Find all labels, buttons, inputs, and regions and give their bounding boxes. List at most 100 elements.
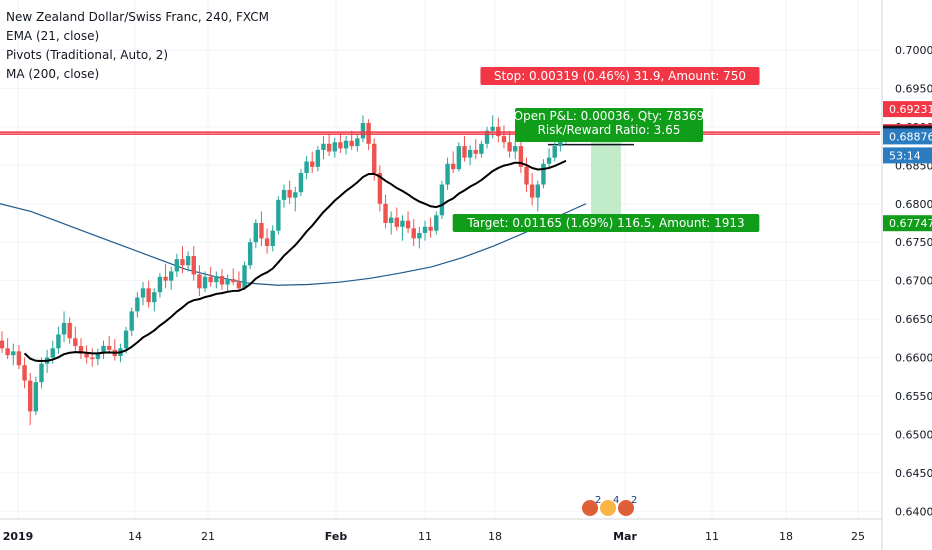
candle-body	[90, 357, 95, 360]
candle-body	[281, 189, 287, 200]
candle-body	[84, 353, 89, 358]
candle-body	[451, 163, 456, 170]
price-axis[interactable]: 0.700000.695000.690000.685000.680000.675…	[881, 0, 932, 550]
candle-body	[106, 346, 112, 350]
candle-body	[140, 288, 146, 298]
price-badge[interactable]: 0.67747	[883, 215, 932, 232]
candle-body	[321, 143, 326, 150]
candle-body	[11, 351, 16, 356]
candle-body	[529, 184, 535, 198]
event-icon-count: 4	[613, 495, 619, 506]
event-icon[interactable]: 4	[600, 495, 619, 516]
candle-body	[242, 265, 247, 289]
event-icon-circle	[582, 500, 598, 516]
candle-body	[33, 382, 39, 412]
candle-body	[332, 142, 337, 152]
candle-body	[304, 161, 309, 173]
ma-200-line	[0, 203, 587, 286]
stop-label[interactable]: Stop: 0.00319 (0.46%) 31.9, Amount: 750	[480, 67, 760, 85]
price-levels: R1	[0, 108, 880, 135]
candle-body	[315, 149, 321, 167]
candle-body	[349, 140, 354, 147]
pnl-text: Open P&L: 0.00036, Qty: 78369	[514, 109, 705, 123]
candle-body	[298, 173, 304, 193]
price-badge[interactable]: 0.69231	[883, 101, 932, 118]
time-tick-label: Feb	[325, 530, 348, 543]
price-badge-box	[883, 101, 932, 118]
time-tick-label: 14	[128, 530, 142, 543]
candle-body	[417, 232, 422, 239]
candle-body	[5, 348, 10, 356]
candle-body	[225, 279, 230, 285]
candle-body	[355, 138, 360, 147]
candle-body	[22, 365, 27, 381]
candle-body	[247, 242, 253, 266]
candle-body	[202, 276, 208, 289]
candle-body	[405, 220, 411, 229]
event-icon[interactable]: 2	[582, 495, 601, 516]
candle-body	[95, 353, 101, 360]
time-tick-label: 11	[705, 530, 719, 543]
candle-body	[467, 149, 473, 158]
indicator-pivots[interactable]: Pivots (Traditional, Auto, 2)	[6, 48, 169, 62]
candle-body	[157, 276, 163, 293]
target-label[interactable]: Target: 0.01165 (1.69%) 116.5, Amount: 1…	[452, 214, 760, 232]
candle-body	[558, 138, 563, 147]
candle-body	[377, 173, 383, 204]
price-badge[interactable]: 0.68876	[883, 128, 932, 145]
time-axis[interactable]: 2019 14 21 Feb 11 18 Mar 11 18 25	[0, 518, 882, 543]
price-badge-text: 0.69231	[889, 103, 932, 116]
event-icon-count: 2	[631, 495, 637, 506]
price-badge-box	[883, 147, 932, 164]
grid	[0, 0, 880, 519]
ema-line	[23, 159, 567, 363]
time-tick-label: Mar	[613, 530, 637, 543]
candle-body	[169, 271, 174, 281]
position-labels[interactable]: Stop: 0.00319 (0.46%) 31.9, Amount: 750 T…	[452, 67, 760, 232]
candle-body	[360, 123, 366, 139]
pnl-box	[515, 108, 703, 142]
candle-body	[185, 256, 191, 266]
time-tick-label: 18	[488, 530, 502, 543]
candle-body	[39, 363, 44, 383]
pnl-label[interactable]: Open P&L: 0.00036, Qty: 78369Risk/Reward…	[514, 108, 705, 142]
price-badge-text: 0.67747	[889, 217, 932, 230]
candle-body	[541, 163, 546, 185]
candle-body	[394, 217, 399, 227]
candle-body	[208, 276, 213, 283]
candle-body	[462, 146, 467, 158]
target-label-text: Target: 0.01165 (1.69%) 116.5, Amount: 1…	[466, 216, 744, 230]
candle-body	[219, 276, 225, 285]
candle-body	[479, 143, 484, 154]
candle-body	[428, 226, 433, 231]
event-icon-circle	[600, 500, 616, 516]
candle-body	[473, 149, 478, 154]
candle-body	[0, 340, 5, 349]
ma200-line	[0, 203, 587, 286]
price-badge-text: 53:14	[889, 149, 921, 162]
price-badge-box	[883, 215, 932, 232]
candles	[0, 115, 569, 426]
symbol-title[interactable]: New Zealand Dollar/Swiss Franc, 240, FXC…	[6, 10, 269, 24]
price-badge[interactable]: 53:14	[883, 147, 932, 164]
candle-body	[287, 189, 292, 198]
candle-body	[439, 184, 445, 216]
ema-21-line	[23, 159, 567, 363]
time-tick-label: 11	[418, 530, 432, 543]
candle-body	[518, 146, 524, 167]
event-icon[interactable]: 2	[618, 495, 637, 516]
candle-body	[507, 142, 512, 152]
candle-body	[456, 146, 462, 170]
indicator-ema[interactable]: EMA (21, close)	[6, 29, 100, 43]
candle-body	[152, 292, 157, 303]
event-icons[interactable]: 2 4 2	[582, 495, 637, 516]
stop-label-box	[480, 67, 760, 85]
indicator-ma200[interactable]: MA (200, close)	[6, 67, 100, 81]
